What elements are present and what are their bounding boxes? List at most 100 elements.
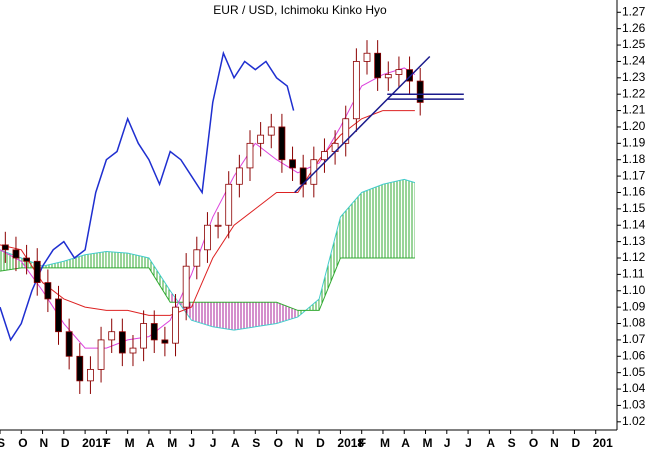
candle-body — [352, 61, 360, 120]
x-tick-label: A — [486, 436, 495, 450]
y-tick-label: 1.19 — [622, 136, 646, 150]
y-tick-label: 1.17 — [622, 168, 646, 182]
y-tick-label: 1.05 — [622, 365, 646, 379]
candle-body — [374, 52, 382, 79]
y-tick-label: 1.13 — [622, 234, 646, 248]
y-tick-label: 1.16 — [622, 185, 646, 199]
x-tick-label: N — [40, 436, 49, 450]
x-tick-label: 201 — [593, 436, 613, 450]
candle-body — [310, 159, 318, 185]
cloud-segment — [148, 258, 171, 303]
x-tick-label: J — [210, 436, 217, 450]
candle-body — [342, 118, 350, 144]
y-tick-label: 1.07 — [622, 332, 646, 346]
x-tick-label: S — [508, 436, 516, 450]
y-tick-label: 1.09 — [622, 299, 646, 313]
x-tick-label: M — [125, 436, 135, 450]
candle-body — [55, 298, 62, 333]
candle-body — [23, 257, 30, 262]
candle-body — [321, 151, 328, 161]
candle-body — [289, 159, 296, 169]
cloud-segment — [382, 179, 405, 258]
x-tick-label: M — [167, 436, 177, 450]
y-tick-label: 1.06 — [622, 348, 646, 362]
cloud-segment — [191, 302, 213, 327]
candle-body — [406, 69, 413, 82]
y-tick-label: 1.10 — [622, 283, 646, 297]
candle-body — [161, 339, 169, 344]
x-tick-label: N — [295, 436, 304, 450]
candle-body — [267, 126, 275, 136]
cloud-segment — [340, 192, 362, 258]
candle-body — [384, 74, 392, 79]
x-tick-label: A — [401, 436, 410, 450]
candle-body — [87, 368, 94, 382]
cloud-segment — [127, 253, 149, 268]
candle-body — [172, 306, 179, 344]
x-tick-label: F — [103, 436, 110, 450]
candle-body — [235, 167, 243, 185]
cloud-segment — [319, 217, 341, 311]
x-tick-label: J — [465, 436, 472, 450]
candle-body — [140, 323, 148, 349]
candle-body — [97, 339, 105, 370]
x-tick-label: J — [444, 436, 451, 450]
candle-body — [118, 331, 126, 354]
candle-body — [257, 134, 265, 144]
x-tick-label: F — [359, 436, 366, 450]
y-tick-label: 1.26 — [622, 21, 646, 35]
cloud-segment — [85, 251, 107, 268]
cloud-segment — [361, 184, 383, 258]
x-tick-label: M — [380, 436, 390, 450]
candle-body — [44, 282, 52, 300]
x-tick-label: D — [571, 436, 580, 450]
y-tick-label: 1.24 — [622, 54, 646, 68]
candle-body — [246, 142, 254, 169]
candle-body — [193, 249, 201, 267]
x-tick-label: O — [529, 436, 538, 450]
candle-body — [33, 260, 41, 283]
x-tick-label: D — [316, 436, 325, 450]
y-tick-label: 1.18 — [622, 152, 646, 166]
y-tick-label: 1.22 — [622, 86, 646, 100]
y-tick-label: 1.15 — [622, 201, 646, 215]
candle-body — [76, 355, 84, 382]
x-tick-label: O — [274, 436, 283, 450]
y-tick-label: 1.21 — [622, 103, 646, 117]
candle-body — [12, 249, 20, 259]
candle-body — [416, 80, 424, 103]
indicator-line — [0, 50, 295, 342]
y-tick-label: 1.11 — [622, 267, 645, 281]
x-tick-label: M — [423, 436, 433, 450]
candle-body — [214, 224, 222, 227]
x-tick-label: 2018 — [337, 436, 364, 450]
y-tick-label: 1.20 — [622, 119, 646, 133]
x-tick-label: A — [231, 436, 240, 450]
cloud-segment — [255, 302, 277, 327]
x-tick-label: S — [252, 436, 260, 450]
x-tick-label: A — [146, 436, 155, 450]
y-tick-label: 1.02 — [622, 414, 646, 428]
cloud-segment — [63, 254, 86, 268]
candle-body — [129, 347, 137, 354]
x-tick-label: D — [61, 436, 70, 450]
y-tick-label: 1.27 — [622, 4, 646, 18]
candle-body — [363, 52, 371, 62]
x-tick-label: S — [0, 436, 5, 450]
x-tick-label: N — [550, 436, 559, 450]
indicator-line — [0, 110, 415, 316]
cloud-segment — [106, 251, 128, 268]
candle-body — [108, 331, 116, 341]
candle-body — [182, 265, 190, 308]
y-tick-label: 1.23 — [622, 70, 646, 84]
y-tick-label: 1.04 — [622, 381, 646, 395]
candle-body — [1, 244, 9, 251]
senkou-b — [0, 257, 415, 311]
cloud-segment — [404, 179, 415, 258]
y-tick-label: 1.08 — [622, 316, 646, 330]
chart-title: EUR / USD, Ichimoku Kinko Hyo — [213, 3, 387, 17]
candle-body — [395, 69, 403, 75]
candle-body — [204, 224, 211, 251]
cloud-segment — [234, 302, 256, 331]
